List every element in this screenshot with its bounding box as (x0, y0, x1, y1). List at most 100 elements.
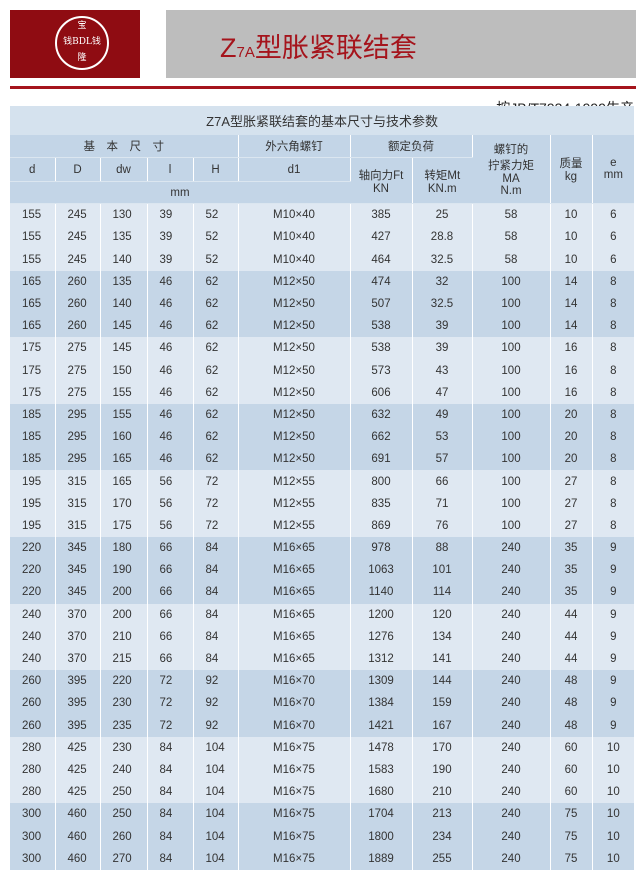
table-cell: 9 (592, 537, 635, 560)
table-cell: 300 (10, 825, 56, 848)
table-cell: 100 (472, 514, 551, 537)
table-cell: 46 (147, 381, 194, 404)
table-cell: M10×40 (238, 203, 351, 227)
table-cell: 72 (193, 492, 239, 515)
table-cell: 8 (592, 470, 635, 493)
table-cell: 190 (100, 559, 148, 582)
table-cell: 165 (100, 448, 148, 471)
table-cell: 195 (10, 470, 56, 493)
table-cell: 66 (147, 647, 194, 671)
table-cell: 62 (193, 270, 239, 293)
table-cell: 52 (193, 248, 239, 271)
table-cell: 295 (55, 403, 101, 427)
table-cell: 75 (550, 847, 593, 870)
table-cell: 175 (10, 359, 56, 382)
table-cell: 104 (193, 825, 239, 848)
table-cell: 46 (147, 337, 194, 360)
table-cell: 100 (472, 492, 551, 515)
company-logo: 宝 钱BDL钱 隆 (10, 10, 140, 78)
table-cell: 44 (550, 647, 593, 671)
table-cell: 35 (550, 559, 593, 582)
table-cell: 835 (350, 492, 413, 515)
table-cell: 280 (10, 758, 56, 782)
table-cell: 250 (100, 803, 148, 826)
header-tightening-torque: 螺钉的 拧紧力矩 MA N.m (472, 135, 551, 205)
table-row: 185 295 160 46 62 M12×50 662 53 100 20 8 (10, 426, 635, 449)
table-cell: 9 (592, 670, 635, 693)
table-cell: 60 (550, 781, 593, 804)
table-cell: M12×50 (238, 448, 351, 471)
table-cell: 260 (55, 270, 101, 293)
table-cell: 104 (193, 803, 239, 826)
table-row: 240 370 200 66 84 M16×65 1200 120 240 44 9 (10, 603, 635, 626)
table-cell: 16 (550, 359, 593, 382)
table-cell: 1478 (350, 736, 413, 759)
table-cell: 1889 (350, 847, 413, 870)
header-mass: 质量 kg (550, 135, 593, 205)
table-cell: 240 (472, 603, 551, 626)
table-cell: 62 (193, 292, 239, 316)
table-cell: 16 (550, 381, 593, 404)
table-cell: 1583 (350, 758, 413, 782)
table-cell: 8 (592, 492, 635, 515)
table-cell: 275 (55, 337, 101, 360)
table-cell: 62 (193, 403, 239, 427)
table-cell: 135 (100, 270, 148, 293)
table-cell: 9 (592, 714, 635, 737)
table-cell: 10 (592, 736, 635, 759)
table-cell: 240 (472, 736, 551, 759)
table-cell: 10 (550, 203, 593, 227)
table-cell: 275 (55, 359, 101, 382)
table-cell: 100 (472, 270, 551, 293)
table-cell: 345 (55, 537, 101, 560)
table-cell: 270 (100, 847, 148, 870)
table-cell: 245 (55, 248, 101, 271)
table-cell: 6 (592, 248, 635, 271)
table-cell: 1421 (350, 714, 413, 737)
table-cell: 25 (412, 203, 473, 227)
table-cell: 185 (10, 403, 56, 427)
table-cell: 120 (412, 603, 473, 626)
table-cell: 240 (472, 758, 551, 782)
table-cell: M12×50 (238, 403, 351, 427)
table-row: 195 315 170 56 72 M12×55 835 71 100 27 8 (10, 492, 635, 515)
table-cell: 49 (412, 403, 473, 427)
header-basic-dims: 基 本 尺 寸 (10, 135, 239, 159)
table-cell: M12×50 (238, 292, 351, 316)
table-cell: 6 (592, 203, 635, 227)
table-cell: 104 (193, 736, 239, 759)
table-cell: 8 (592, 359, 635, 382)
table-cell: 62 (193, 337, 239, 360)
table-cell: 260 (10, 714, 56, 737)
divider (10, 86, 636, 89)
logo-text-top: 宝 (77, 21, 87, 31)
table-cell: M16×75 (238, 825, 351, 848)
logo-text-mid: 钱BDL钱 (63, 37, 101, 47)
table-cell: 145 (100, 337, 148, 360)
table-cell: 155 (10, 203, 56, 227)
table-cell: 62 (193, 359, 239, 382)
table-cell: 9 (592, 625, 635, 648)
table-cell: 100 (472, 315, 551, 338)
table-cell: 44 (550, 625, 593, 648)
table-row: 195 315 175 56 72 M12×55 869 76 100 27 8 (10, 514, 635, 537)
table-cell: 48 (550, 670, 593, 693)
table-cell: 240 (472, 847, 551, 870)
table-cell: 84 (147, 847, 194, 870)
table-cell: 47 (412, 381, 473, 404)
table-cell: 425 (55, 781, 101, 804)
table-cell: 60 (550, 736, 593, 759)
table-row: 260 395 235 72 92 M16×70 1421 167 240 48 9 (10, 714, 635, 737)
table-cell: 92 (193, 692, 239, 715)
table-cell: 8 (592, 292, 635, 316)
table-cell: 315 (55, 514, 101, 537)
table-cell: 240 (472, 647, 551, 671)
table-cell: 140 (100, 248, 148, 271)
header-unit-mm: mm (10, 181, 350, 205)
table-cell: 260 (100, 825, 148, 848)
table-cell: 691 (350, 448, 413, 471)
table-cell: 240 (472, 559, 551, 582)
table-cell: 230 (100, 736, 148, 759)
table-cell: 114 (412, 581, 473, 604)
table-cell: 240 (472, 714, 551, 737)
